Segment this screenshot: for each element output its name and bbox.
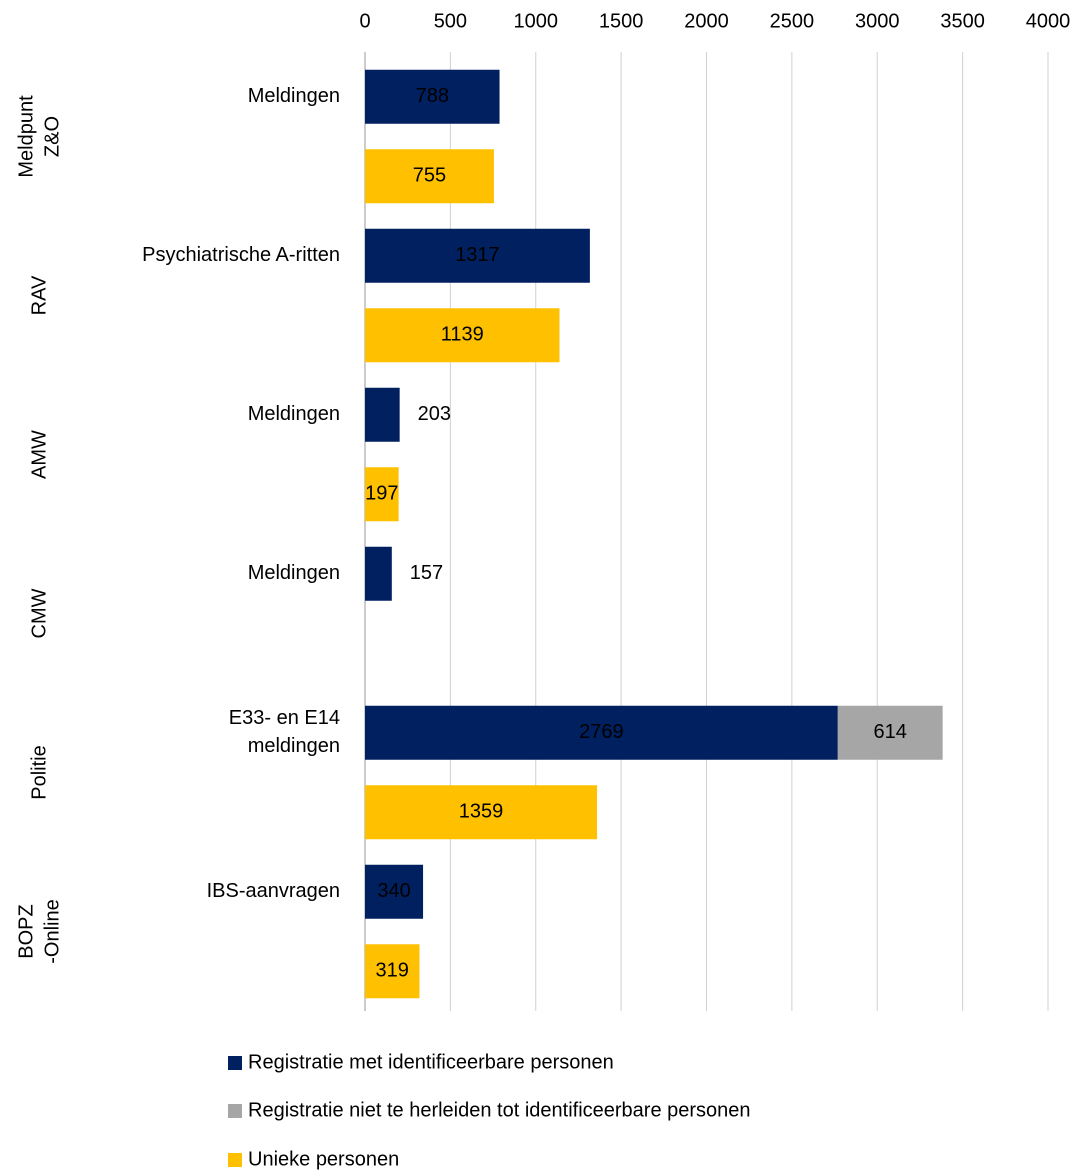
- x-tick-label: 4000: [1026, 10, 1071, 32]
- x-tick-label: 1500: [599, 10, 644, 32]
- data-label: 157: [410, 562, 443, 584]
- data-label: 203: [418, 403, 451, 425]
- category-label: meldingen: [248, 735, 340, 757]
- x-tick-label: 1000: [514, 10, 559, 32]
- category-label: Meldingen: [248, 562, 340, 584]
- category-label: IBS-aanvragen: [207, 880, 340, 902]
- group-label: Z&O: [41, 116, 63, 157]
- category-label: E33- en E14: [229, 707, 340, 729]
- data-label: 614: [874, 721, 907, 743]
- bar: [365, 228, 590, 283]
- data-label: 1359: [459, 801, 504, 823]
- bar: [365, 149, 494, 204]
- data-label: 755: [413, 165, 446, 187]
- data-label: 319: [376, 960, 409, 982]
- category-label: Meldingen: [248, 403, 340, 425]
- x-tick-label: 3000: [855, 10, 900, 32]
- x-tick-label: 500: [434, 10, 467, 32]
- bar: [365, 467, 399, 522]
- bar: [365, 705, 838, 760]
- x-tick-label: 3500: [940, 10, 985, 32]
- bar: [365, 785, 598, 840]
- bar: [365, 69, 500, 124]
- legend-label: Registratie met identificeerbare persone…: [248, 1051, 614, 1073]
- bar: [365, 308, 560, 363]
- group-label: AMW: [28, 430, 50, 479]
- data-label: 1317: [455, 244, 500, 266]
- group-label: CMW: [28, 588, 50, 638]
- data-label: 340: [377, 880, 410, 902]
- legend-swatch: [228, 1056, 242, 1070]
- group-label: Meldpunt: [15, 95, 37, 178]
- bar: [365, 864, 424, 919]
- legend-swatch: [228, 1104, 242, 1118]
- x-tick-label: 2500: [770, 10, 815, 32]
- x-tick-label: 2000: [684, 10, 729, 32]
- data-label: 788: [416, 85, 449, 107]
- legend-label: Registratie niet te herleiden tot identi…: [248, 1099, 751, 1121]
- legend-label: Unieke personen: [248, 1148, 399, 1170]
- category-label: Psychiatrische A-ritten: [142, 244, 340, 266]
- data-label: 197: [365, 483, 398, 505]
- data-label: 1139: [441, 324, 484, 346]
- x-tick-label: 0: [359, 10, 370, 32]
- bar: [365, 387, 400, 442]
- group-label: BOPZ: [15, 904, 37, 958]
- bar: [837, 705, 943, 760]
- group-label: -Online: [41, 899, 63, 963]
- group-label: Politie: [28, 745, 50, 799]
- bar: [365, 944, 420, 999]
- group-label: RAV: [28, 275, 50, 315]
- legend-swatch: [228, 1153, 242, 1167]
- bar: [365, 546, 392, 601]
- category-label: Meldingen: [248, 85, 340, 107]
- data-label: 2769: [579, 721, 624, 743]
